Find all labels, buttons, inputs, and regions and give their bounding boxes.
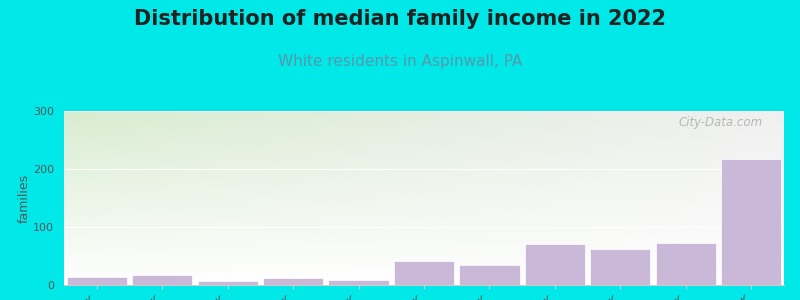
Bar — [329, 280, 389, 285]
Bar — [66, 278, 127, 285]
Bar — [721, 159, 782, 285]
Text: White residents in Aspinwall, PA: White residents in Aspinwall, PA — [278, 54, 522, 69]
Bar — [656, 243, 716, 285]
Bar — [132, 274, 192, 285]
Bar — [525, 244, 585, 285]
Bar — [590, 249, 650, 285]
Bar — [263, 278, 323, 285]
Text: Distribution of median family income in 2022: Distribution of median family income in … — [134, 9, 666, 29]
Bar — [459, 265, 519, 285]
Y-axis label: families: families — [18, 173, 30, 223]
Text: City-Data.com: City-Data.com — [678, 116, 762, 129]
Bar — [198, 281, 258, 285]
Bar — [394, 261, 454, 285]
